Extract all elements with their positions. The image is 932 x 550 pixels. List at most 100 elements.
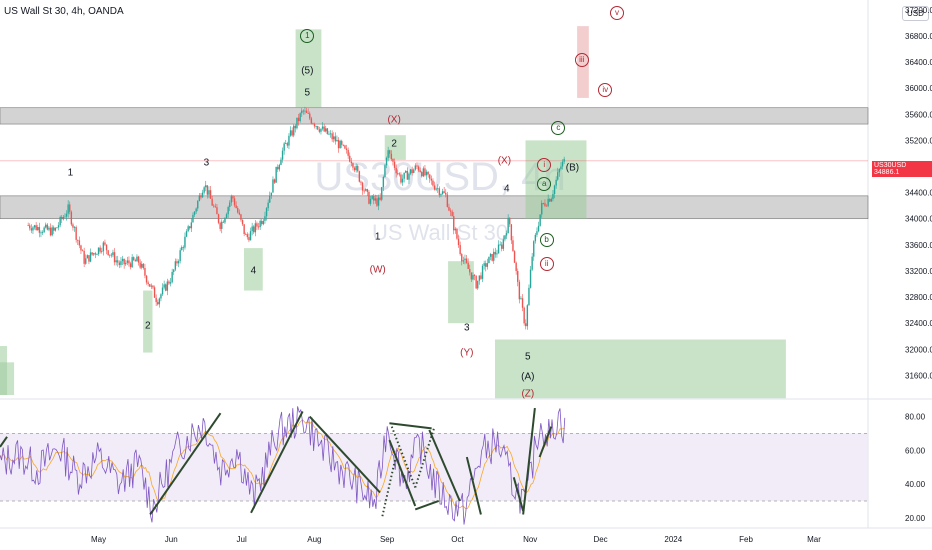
candle-body: [257, 226, 260, 228]
rsi-trend-line: [465, 456, 482, 515]
candle-body: [248, 237, 250, 241]
price-tick-label: 33600.0: [905, 241, 932, 250]
candle-body: [145, 275, 148, 283]
rsi-trend-line: [250, 410, 304, 514]
candle-body: [451, 211, 453, 217]
candle-body: [398, 173, 401, 175]
candle-body: [376, 198, 378, 206]
candle-body: [430, 178, 433, 181]
candle-body: [217, 214, 220, 223]
candle-body: [326, 128, 329, 135]
candle-body: [553, 185, 556, 194]
candle-body: [379, 197, 381, 200]
candle-body: [176, 261, 178, 264]
candle-body: [369, 198, 372, 204]
rsi-line: [0, 406, 566, 525]
zone-gray-band-upper: [0, 107, 869, 125]
candle-body: [209, 190, 212, 199]
price-tick-label: 31600.0: [905, 371, 932, 380]
time-tick-label: Aug: [307, 535, 321, 544]
candle-body: [368, 191, 370, 204]
candle-body: [168, 281, 170, 284]
time-tick-label: Jun: [165, 535, 178, 544]
candle-body: [457, 238, 460, 246]
candle-body: [173, 269, 175, 272]
candle-body: [419, 170, 421, 173]
rsi-tick-label: 20.00: [905, 514, 926, 523]
wave-label: 2: [145, 320, 151, 332]
candle-body: [89, 252, 92, 262]
wave-label: c: [551, 120, 566, 135]
candle-body: [48, 227, 50, 230]
candle-body: [344, 145, 346, 149]
candle-body: [253, 226, 255, 233]
candle-body: [200, 195, 202, 198]
candle-body: [496, 253, 498, 255]
candle-body: [536, 231, 538, 235]
candle-body: [254, 223, 257, 233]
candle-body: [411, 169, 413, 173]
candle-body: [277, 166, 279, 170]
candle-body: [169, 282, 172, 284]
candle-body: [105, 244, 108, 251]
candle-body: [493, 251, 495, 261]
price-tick-label: 32800.0: [905, 293, 932, 302]
wave-label: iv: [598, 83, 613, 98]
candle-body: [163, 284, 165, 288]
wave-label-circle: v: [609, 6, 624, 21]
candle-body: [54, 227, 57, 231]
candle-body: [49, 227, 52, 236]
candle-body: [219, 222, 221, 229]
candle-body: [550, 198, 553, 202]
price-tick-label: 32000.0: [905, 345, 932, 354]
wave-label: 1: [67, 167, 74, 179]
candle-body: [237, 208, 239, 213]
candle-body: [533, 241, 535, 257]
candle-body: [113, 252, 116, 263]
candle-body: [497, 244, 500, 254]
candle-body: [373, 195, 375, 201]
candle-body: [181, 247, 183, 251]
candle-body: [424, 168, 426, 176]
candle-body: [528, 287, 530, 306]
candle-body: [453, 216, 455, 231]
candle-body: [222, 221, 225, 223]
candle-body: [187, 226, 189, 232]
candle-body: [96, 254, 98, 255]
candle-body: [448, 206, 450, 211]
candle-body: [160, 294, 162, 299]
candle-body: [166, 281, 169, 291]
candle-body: [526, 305, 529, 327]
candle-body: [171, 271, 173, 283]
candle-body: [499, 244, 501, 246]
candle-body: [365, 189, 367, 191]
currency-button[interactable]: USD: [902, 6, 929, 21]
candle-body: [112, 252, 114, 256]
candle-body: [240, 214, 242, 220]
candle-body: [355, 165, 357, 171]
price-tick-label: 35600.0: [905, 110, 932, 119]
price-tick-label: 36000.0: [905, 84, 932, 93]
rsi-trend-line: [414, 500, 440, 511]
candle-body: [35, 225, 37, 231]
candle-body: [286, 143, 289, 146]
candle-body: [136, 256, 138, 262]
candle-body: [347, 149, 349, 156]
candle-body: [537, 225, 540, 232]
candle-body: [64, 216, 66, 218]
candle-body: [437, 188, 439, 190]
candle-body: [371, 195, 373, 199]
candle-body: [232, 196, 234, 199]
candle-body: [518, 281, 521, 300]
rsi-trend-line: [388, 439, 417, 507]
candle-body: [384, 165, 386, 178]
candle-body: [141, 263, 143, 268]
candle-body: [281, 150, 284, 160]
candle-body: [177, 261, 180, 264]
candle-body: [547, 198, 549, 206]
candle-body: [205, 185, 207, 188]
candle-body: [221, 221, 223, 229]
candle-body: [539, 214, 541, 226]
candle-body: [459, 245, 461, 255]
